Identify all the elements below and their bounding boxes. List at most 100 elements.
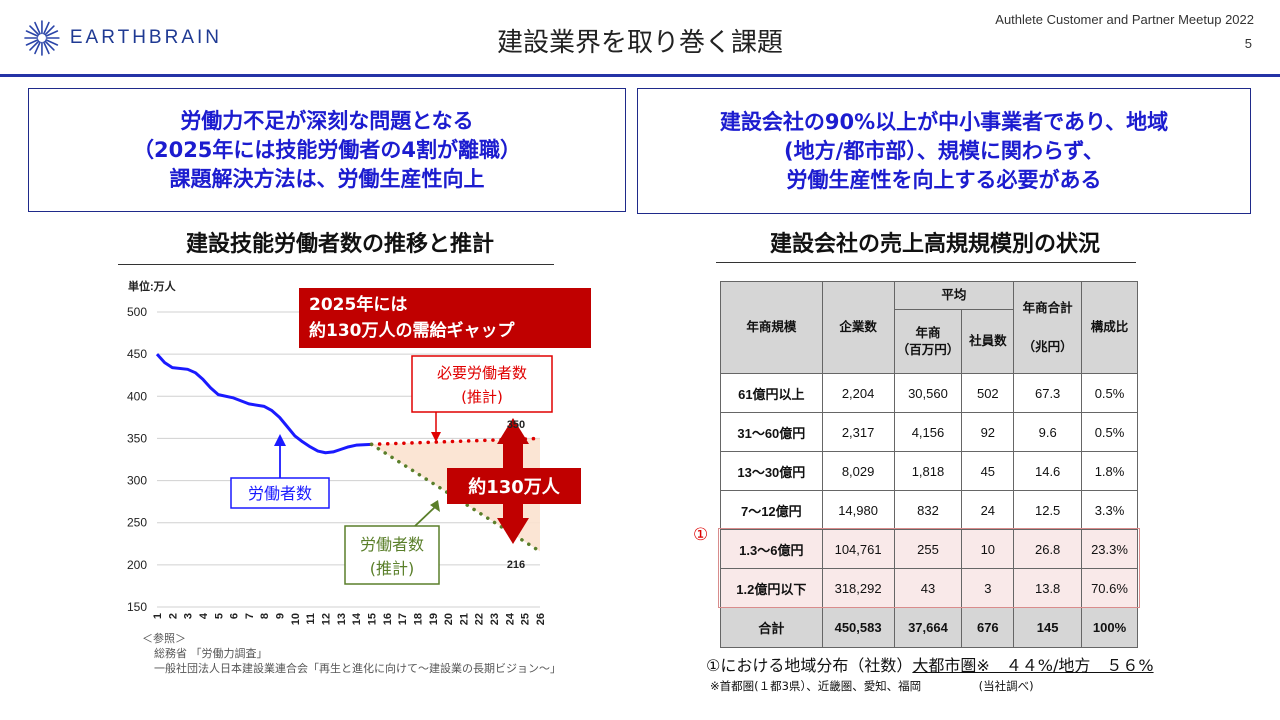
- cell-employees: 24: [961, 490, 1015, 530]
- forecast-pointer: [414, 506, 436, 527]
- total-revenue: 37,664: [893, 607, 963, 648]
- reference-item: 一般社団法人日本建設業連合会「再生と進化に向けて〜建設業の長期ビジョン〜」: [154, 662, 561, 675]
- x-tick-label: 15: [366, 613, 378, 625]
- header-divider: [0, 74, 1280, 77]
- y-tick-label: 400: [127, 389, 147, 403]
- gap-arrow-up-icon: [497, 418, 529, 444]
- x-tick-label: 18: [412, 613, 424, 625]
- total-ratio: 100%: [1081, 607, 1138, 648]
- y-tick-label: 300: [127, 474, 147, 488]
- cell-total: 13.8: [1013, 568, 1083, 608]
- table-row: 13〜30億円 8,029 1,818 45 14.6 1.8%: [720, 451, 1138, 491]
- callout-line: 労働力不足が深刻な問題となる: [180, 108, 474, 133]
- cell-companies: 104,761: [821, 529, 895, 569]
- cell-employees: 3: [961, 568, 1015, 608]
- x-tick-label: 6: [229, 613, 241, 619]
- region-note-lead: ①における地域分布（社数）: [706, 656, 913, 675]
- cell-companies: 2,317: [821, 412, 895, 452]
- y-tick-label: 250: [127, 516, 147, 530]
- x-tick-label: 1: [152, 613, 164, 619]
- cell-total: 14.6: [1013, 451, 1083, 491]
- total-scale: 合計: [720, 607, 823, 648]
- x-tick-label: 14: [351, 612, 363, 625]
- forecast-label: 労働者数: [360, 535, 424, 554]
- y-tick-label: 450: [127, 347, 147, 361]
- header-average: 平均: [893, 281, 1015, 310]
- table-row: 61億円以上 2,204 30,560 502 67.3 0.5%: [720, 373, 1138, 413]
- logo-text: EARTHBRAIN: [69, 27, 222, 48]
- x-tick-label: 3: [183, 613, 195, 619]
- callout-labor-shortage: 労働力不足が深刻な問題となる （2025年には技能労働者の4割が離職） 課題解決…: [28, 88, 626, 212]
- end-forecast-value: 216: [507, 559, 525, 571]
- header-employees: 社員数: [961, 309, 1015, 374]
- cell-companies: 14,980: [821, 490, 895, 530]
- callout-line: 労働生産性を向上する必要がある: [786, 167, 1102, 192]
- cell-employees: 92: [961, 412, 1015, 452]
- cell-revenue: 255: [893, 529, 963, 569]
- header-total-revenue-unit: （兆円）: [1022, 339, 1073, 354]
- table-row: 7〜12億円 14,980 832 24 12.5 3.3%: [720, 490, 1138, 530]
- x-tick-label: 16: [382, 613, 394, 625]
- cell-revenue: 832: [893, 490, 963, 530]
- marker-one: ①: [693, 525, 709, 545]
- table-row: 1.3〜6億円 104,761 255 10 26.8 23.3%: [720, 529, 1138, 569]
- cell-ratio: 0.5%: [1081, 373, 1138, 413]
- header-avg-revenue: 年商 （百万円）: [893, 309, 963, 374]
- cell-revenue: 43: [893, 568, 963, 608]
- callout-line: （2025年には技能労働者の4割が離職）: [132, 137, 522, 162]
- gap-banner-line: 2025年には: [309, 294, 407, 315]
- y-tick-label: 200: [127, 558, 147, 572]
- table-body: 61億円以上 2,204 30,560 502 67.3 0.5% 31〜60億円 2,317…: [720, 373, 1138, 608]
- required-workers-label-box: [411, 355, 553, 413]
- region-note-ratio: 大都市圏※ ４４%/地方 ５６%: [912, 656, 1154, 675]
- x-tick-label: 10: [290, 613, 302, 625]
- sunburst-logo-icon: [24, 20, 60, 56]
- workers-label: 労働者数: [248, 484, 312, 503]
- x-tick-label: 9: [275, 613, 287, 619]
- page-number: 5: [1244, 36, 1252, 51]
- cell-companies: 318,292: [821, 568, 895, 608]
- header-scale: 年商規模: [720, 281, 823, 374]
- x-tick-label: 12: [321, 613, 333, 625]
- total-companies: 450,583: [821, 607, 895, 648]
- cell-companies: 8,029: [821, 451, 895, 491]
- section-divider: [118, 264, 554, 265]
- series-line-0: [155, 353, 372, 455]
- references: ＜参照＞ 総務省 「労働力調査」 一般社団法人日本建設業連合会「再生と進化に向け…: [142, 631, 561, 676]
- cell-scale: 13〜30億円: [720, 451, 823, 491]
- x-tick-label: 13: [336, 613, 348, 625]
- cell-ratio: 23.3%: [1081, 529, 1138, 569]
- revenue-scale-table: 年商規模 企業数 平均 年商合計 （兆円） 構成比 年商 （百万円） 社員数 6…: [720, 281, 1138, 648]
- x-axis: 1 2 3 4 5 6 7 8 9 10 11 12 13 14 15 16 17 18 19 20 21 22 23 24 2…: [152, 612, 547, 625]
- cell-scale: 31〜60億円: [720, 412, 823, 452]
- x-tick-label: 7: [244, 613, 256, 619]
- series-line-2: [369, 442, 542, 554]
- cell-revenue: 1,818: [893, 451, 963, 491]
- x-tick-label: 17: [397, 613, 409, 625]
- gap-amount-box: [447, 468, 581, 504]
- x-tick-label: 2: [167, 613, 179, 619]
- cell-total: 26.8: [1013, 529, 1083, 569]
- y-tick-label: 350: [127, 431, 147, 445]
- cell-ratio: 70.6%: [1081, 568, 1138, 608]
- cell-total: 67.3: [1013, 373, 1083, 413]
- table-section-title: 建設会社の売上高規規模別の状況: [769, 232, 1100, 257]
- cell-ratio: 1.8%: [1081, 451, 1138, 491]
- x-tick-label: 8: [259, 613, 271, 619]
- table-row: 31〜60億円 2,317 4,156 92 9.6 0.5%: [720, 412, 1138, 452]
- x-tick-label: 22: [474, 613, 486, 625]
- forecast-pointer-arrow-icon: [430, 500, 440, 512]
- header-avg-revenue-line: 年商: [915, 325, 941, 340]
- header-companies: 企業数: [821, 281, 895, 374]
- x-tick-label: 11: [305, 613, 317, 625]
- gap-amount-label: 約130万人: [468, 476, 561, 498]
- chart-series: [155, 353, 542, 554]
- cell-scale: 7〜12億円: [720, 490, 823, 530]
- x-tick-label: 20: [443, 613, 455, 625]
- page-title: 建設業界を取り巻く課題: [496, 28, 783, 58]
- x-tick-label: 21: [458, 613, 470, 625]
- callout-line: 建設会社の90%以上が中小事業者であり、地域: [719, 109, 1169, 134]
- x-tick-label: 24: [504, 612, 516, 625]
- forecast-sublabel: (推計): [370, 559, 415, 578]
- x-tick-label: 5: [213, 613, 225, 619]
